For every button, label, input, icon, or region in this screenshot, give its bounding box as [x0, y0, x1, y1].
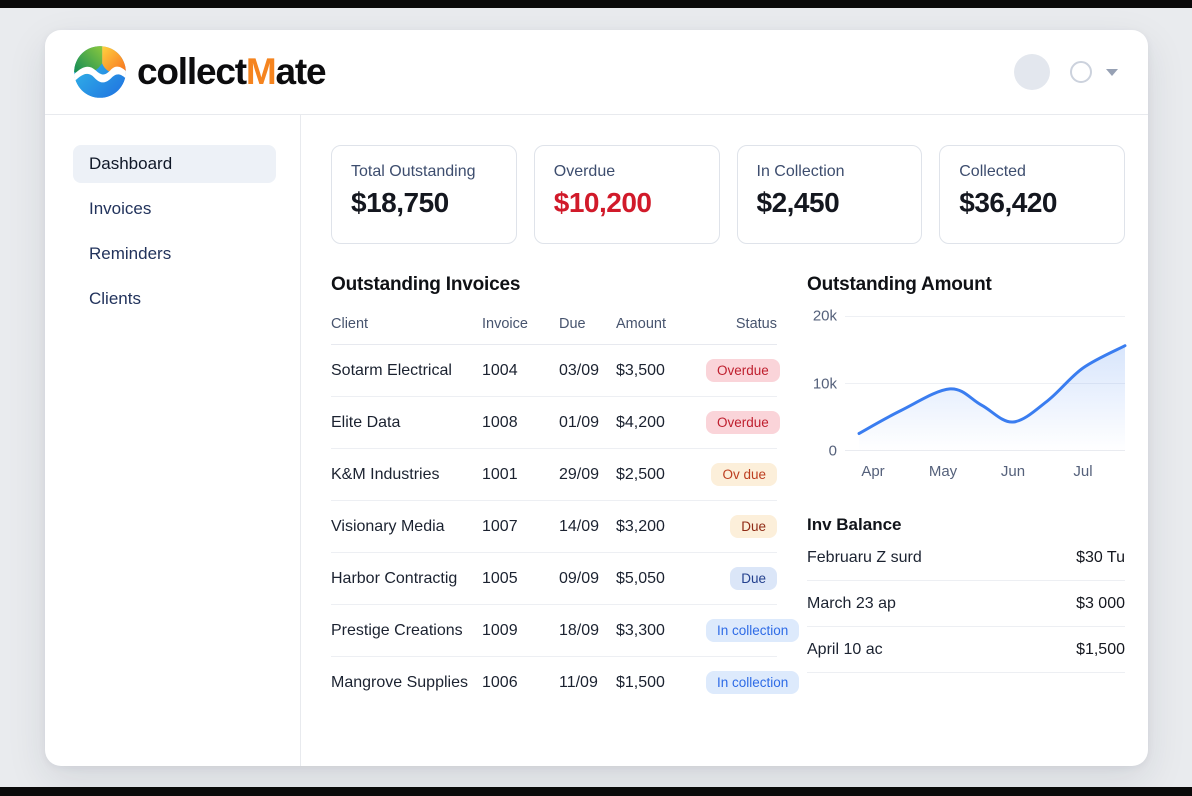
table-body: Sotarm Electrical 1004 03/09 $3,500 Over…	[331, 345, 800, 708]
cell-client: Sotarm Electrical	[331, 361, 452, 379]
stat-card-label: Overdue	[553, 163, 616, 180]
col-amount: Amount	[616, 316, 666, 332]
cell-invoice: 1007	[482, 517, 518, 535]
inv-balance-list: Februaru Z surd $30 Tu March 23 ap $3 00…	[807, 535, 1125, 673]
col-status: Status	[735, 316, 777, 332]
app-logo[interactable]: collectMate	[73, 45, 327, 99]
app-header: collectMate	[45, 30, 1148, 115]
stat-card-value: $36,420	[959, 187, 1057, 218]
cell-client: Harbor Contractig	[331, 569, 458, 587]
cell-due: 09/09	[559, 569, 600, 587]
sidebar-item[interactable]: Clients	[89, 289, 141, 308]
cell-invoice: 1004	[482, 361, 518, 379]
right-panel: Outstanding Amount 20k 10k 0	[807, 274, 1127, 708]
table-row[interactable]: Sotarm Electrical 1004 03/09 $3,500 Over…	[331, 345, 780, 397]
stat-cards: Total Outstanding $18,750 Overdue $10,20…	[331, 145, 1125, 244]
chart-x-axis: Apr May Jun Jul	[845, 463, 1125, 489]
cell-amount: $5,050	[616, 569, 665, 587]
stat-card-label: Collected	[959, 163, 1026, 180]
table-row[interactable]: Harbor Contractig 1005 09/09 $5,050 Due	[331, 553, 777, 605]
outstanding-amount-chart: 20k 10k 0	[807, 307, 1127, 460]
screen-bezel-bottom	[0, 787, 1192, 796]
sidebar-item[interactable]: Dashboard	[73, 145, 276, 183]
list-item[interactable]: March 23 ap $3 000	[807, 581, 1125, 627]
cell-client: Prestige Creations	[331, 621, 463, 639]
list-item[interactable]: Februaru Z surd $30 Tu	[807, 535, 1125, 581]
cell-amount: $1,500	[616, 673, 665, 691]
stat-card: Overdue $10,200	[533, 145, 720, 244]
stat-card-value: $18,750	[351, 187, 449, 218]
sidebar-item[interactable]: Invoices	[89, 199, 152, 218]
cell-amount: $3,300	[616, 621, 665, 639]
cell-amount: $3,200	[616, 517, 665, 535]
cell-due: 01/09	[559, 413, 600, 431]
cell-invoice: 1006	[482, 673, 518, 691]
table-row[interactable]: Visionary Media 1007 14/09 $3,200 Due	[331, 501, 777, 553]
stat-card: Total Outstanding $18,750	[331, 145, 517, 244]
status-badge: Overdue	[706, 411, 780, 434]
cell-client: Visionary Media	[331, 517, 445, 535]
status-badge: Due	[730, 515, 777, 538]
user-avatar[interactable]	[1014, 54, 1050, 90]
cell-invoice: 1009	[482, 621, 518, 639]
cell-client: K&M Industries	[331, 465, 440, 483]
col-invoice: Invoice	[482, 316, 528, 332]
table-header: Client Invoice Due Amount Status	[331, 316, 777, 345]
col-client: Client	[331, 316, 369, 332]
table-row[interactable]: K&M Industries 1001 29/09 $2,500 Ov due	[331, 449, 777, 501]
status-badge: Due	[730, 567, 777, 590]
table-row[interactable]: Prestige Creations 1009 18/09 $3,300 In …	[331, 605, 800, 657]
inv-balance-section: Inv Balance Februaru Z surd $30 Tu March…	[807, 515, 1125, 673]
cell-client: Mangrove Supplies	[331, 673, 468, 691]
table-row[interactable]: Elite Data 1008 01/09 $4,200 Overdue	[331, 397, 780, 449]
stat-card-value: $2,450	[756, 187, 840, 218]
cell-due: 29/09	[559, 465, 600, 483]
x-tick-label: Jun	[1000, 463, 1026, 480]
cell-amount: $4,200	[616, 413, 665, 431]
x-tick-label: Apr	[861, 463, 885, 480]
collectmate-logo-icon	[74, 46, 126, 98]
chart-title: Outstanding Amount	[807, 274, 992, 295]
cell-invoice: 1008	[482, 413, 518, 431]
table-row[interactable]: Mangrove Supplies 1006 11/09 $1,500 In c…	[331, 657, 800, 708]
cell-amount: $3,500	[616, 361, 665, 379]
screen-bezel-top	[0, 0, 1192, 8]
cell-due: 03/09	[559, 361, 600, 379]
status-ring-icon[interactable]	[1070, 61, 1092, 83]
cell-amount: $2,500	[616, 465, 665, 483]
outstanding-invoices-section: Outstanding Invoices Client Invoice Due …	[331, 274, 800, 708]
main-content: Total Outstanding $18,750 Overdue $10,20…	[301, 115, 1148, 766]
stat-card-label: Total Outstanding	[351, 163, 476, 180]
cell-due: 11/09	[559, 673, 598, 691]
invoices-title: Outstanding Invoices	[331, 274, 521, 295]
list-item[interactable]: April 10 ac $1,500	[807, 627, 1125, 673]
cell-invoice: 1001	[482, 465, 518, 483]
inv-balance-title: Inv Balance	[807, 515, 902, 534]
x-tick-label: May	[928, 463, 958, 480]
x-tick-label: Jul	[1073, 463, 1093, 480]
status-badge: In collection	[706, 671, 800, 694]
stat-card: In Collection $2,450	[736, 145, 923, 244]
status-badge: Overdue	[706, 359, 780, 382]
header-actions	[1014, 54, 1118, 90]
chevron-down-icon[interactable]	[1106, 68, 1118, 76]
cell-due: 14/09	[559, 517, 600, 535]
stat-card-value: $10,200	[553, 187, 652, 218]
sidebar-item[interactable]: Reminders	[89, 244, 172, 263]
stat-card: Collected $36,420	[939, 145, 1125, 244]
stat-card-label: In Collection	[756, 163, 845, 180]
cell-invoice: 1005	[482, 569, 518, 587]
app-title: collectMate	[137, 51, 327, 92]
sidebar: Dashboard Invoices Reminders Clients	[45, 115, 301, 766]
chart-y-axis: 20k 10k 0	[812, 307, 837, 460]
col-due: Due	[559, 316, 586, 332]
chart-plot-area	[845, 316, 1127, 451]
app-window: collectMate Dashboard Invoices Reminders…	[45, 30, 1148, 766]
status-badge: Ov due	[711, 463, 777, 486]
cell-client: Elite Data	[331, 413, 401, 431]
cell-due: 18/09	[559, 621, 600, 639]
status-badge: In collection	[706, 619, 800, 642]
